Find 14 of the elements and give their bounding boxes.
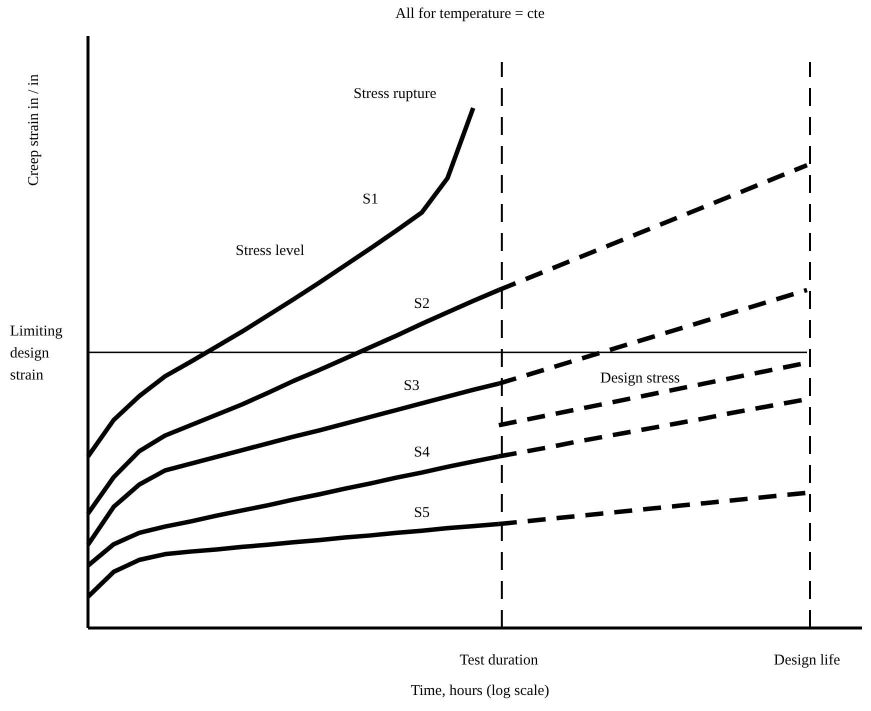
series-label: S3 xyxy=(404,378,420,394)
chart-title: All for temperature = cte xyxy=(395,6,545,22)
series-label: S4 xyxy=(414,444,430,461)
x-tick-label: Design life xyxy=(774,652,840,669)
ref-line-label: Limiting design strain xyxy=(10,323,63,384)
x-axis-title: Time, hours (log scale) xyxy=(410,683,550,699)
series-label: S2 xyxy=(414,296,430,312)
text: Stress rupture xyxy=(354,86,437,102)
series-label: S5 xyxy=(414,504,430,521)
y-axis-title: Creep strain in / in xyxy=(26,74,42,186)
series-label: S1 xyxy=(362,191,378,208)
annotation: Stress level xyxy=(236,243,304,259)
series-label: Design stress xyxy=(600,370,680,387)
x-tick-label: Test duration xyxy=(460,652,539,669)
